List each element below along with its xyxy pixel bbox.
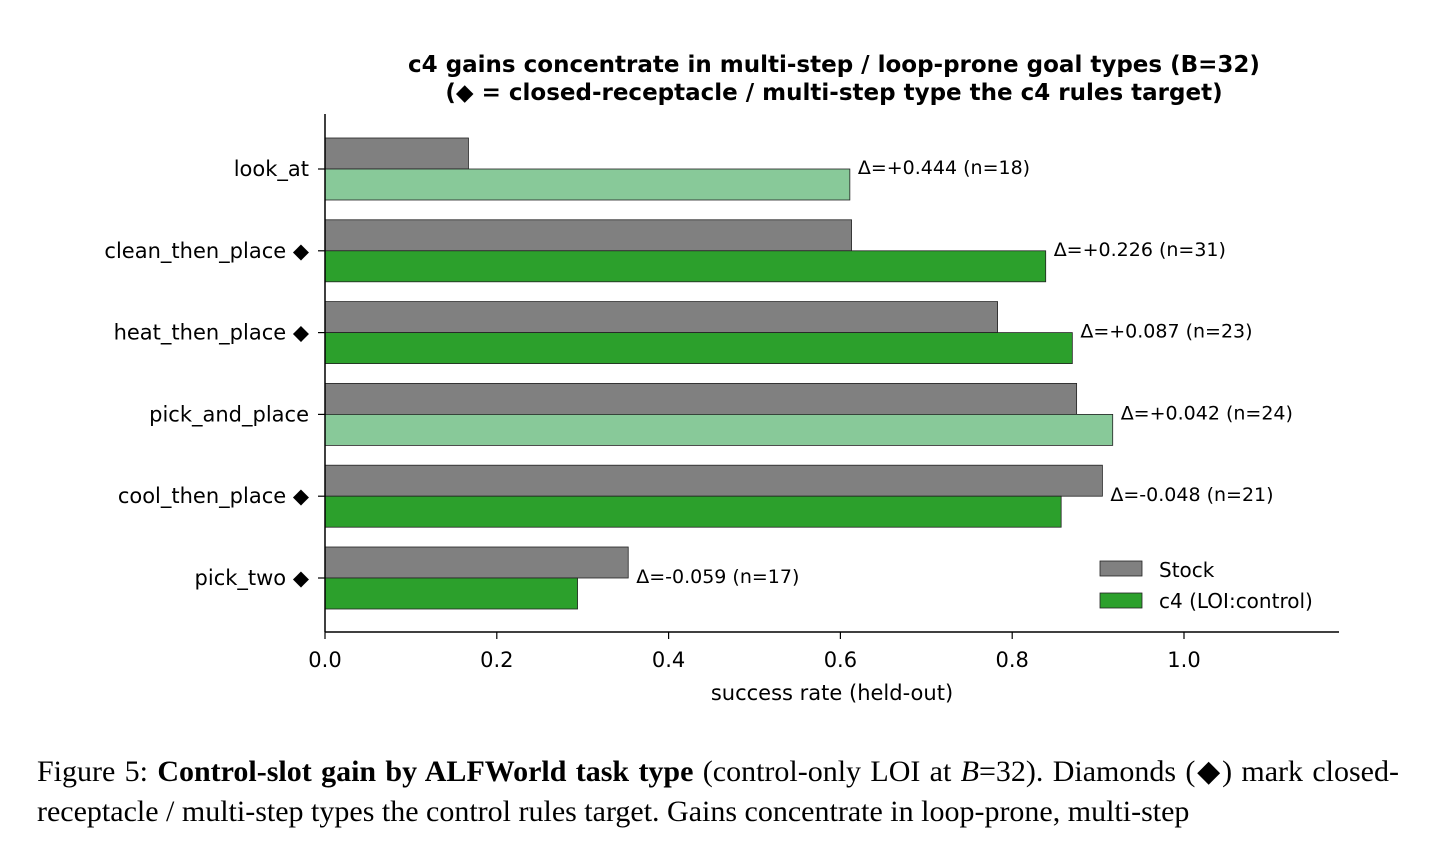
bar-stock-look_at: [324, 137, 469, 170]
figure-caption: Figure 5: Control-slot gain by ALFWorld …: [37, 752, 1399, 832]
bars-layer: [324, 137, 1114, 610]
bar-stock-clean_then_place: [324, 219, 852, 252]
x-ticks: 0.0 0.2 0.4 0.6 0.8 1.0: [308, 632, 1201, 672]
x-tick-label-3: 0.6: [824, 648, 857, 672]
caption-text-3: =32). Diamonds (◆) mark closed-receptacl…: [37, 755, 1399, 828]
delta-label-pick_and_place: Δ=+0.042 (n=24): [1121, 402, 1293, 424]
chart-title-line-2: (◆ = closed-receptacle / multi-step type…: [445, 80, 1222, 106]
legend-label-stock: Stock: [1159, 558, 1215, 582]
x-axis-label: success rate (held-out): [711, 681, 953, 705]
bar-stock-pick_two: [324, 546, 629, 579]
y-tick-label-clean_then_place: clean_then_place ◆: [104, 239, 309, 264]
y-tick-label-pick_and_place: pick_and_place: [149, 402, 309, 427]
y-tick-labels: look_at clean_then_place ◆ heat_then_place…: [104, 157, 325, 591]
x-tick-label-2: 0.4: [652, 648, 685, 672]
caption-prefix: Figure 5:: [37, 755, 158, 788]
x-tick-label-0: 0.0: [308, 648, 341, 672]
y-tick-label-look_at: look_at: [234, 157, 309, 182]
bar-stock-heat_then_place: [324, 301, 998, 334]
bar-c4-pick_two: [324, 577, 578, 610]
y-tick-label-pick_two: pick_two ◆: [195, 566, 310, 591]
delta-label-clean_then_place: Δ=+0.226 (n=31): [1054, 239, 1226, 261]
delta-label-cool_then_place: Δ=-0.048 (n=21): [1110, 484, 1273, 506]
delta-label-heat_then_place: Δ=+0.087 (n=23): [1080, 321, 1252, 343]
caption-bold-title: Control-slot gain by ALFWorld task type: [157, 755, 694, 788]
delta-label-pick_two: Δ=-0.059 (n=17): [636, 566, 799, 588]
caption-loi: LOI: [870, 755, 921, 788]
legend-label-c4: c4 (LOI:control): [1159, 589, 1313, 613]
bar-c4-clean_then_place: [324, 250, 1047, 283]
bar-c4-look_at: [324, 168, 851, 201]
x-tick-label-1: 0.2: [480, 648, 513, 672]
chart: c4 gains concentrate in multi-step / loo…: [104, 52, 1339, 705]
caption-text-1: (control-only: [693, 755, 871, 788]
legend-swatch-stock: [1099, 560, 1143, 577]
legend-swatch-c4: [1099, 592, 1143, 609]
bar-c4-heat_then_place: [324, 332, 1073, 365]
chart-title-line-1: c4 gains concentrate in multi-step / loo…: [408, 52, 1260, 78]
delta-label-look_at: Δ=+0.444 (n=18): [858, 157, 1030, 179]
caption-text-2: at: [920, 755, 961, 788]
legend: Stock c4 (LOI:control): [1099, 558, 1313, 613]
bar-c4-cool_then_place: [324, 495, 1062, 528]
bar-stock-cool_then_place: [324, 464, 1103, 497]
x-tick-label-4: 0.8: [995, 648, 1028, 672]
bar-stock-pick_and_place: [324, 382, 1078, 415]
x-tick-label-5: 1.0: [1167, 648, 1200, 672]
bar-c4-pick_and_place: [324, 413, 1114, 446]
y-tick-label-heat_then_place: heat_then_place ◆: [114, 321, 310, 346]
annotations-layer: Δ=+0.444 (n=18) Δ=+0.226 (n=31) Δ=+0.087 (…: [636, 157, 1293, 588]
y-tick-label-cool_then_place: cool_then_place ◆: [118, 484, 310, 509]
caption-b-variable: B: [960, 755, 979, 788]
